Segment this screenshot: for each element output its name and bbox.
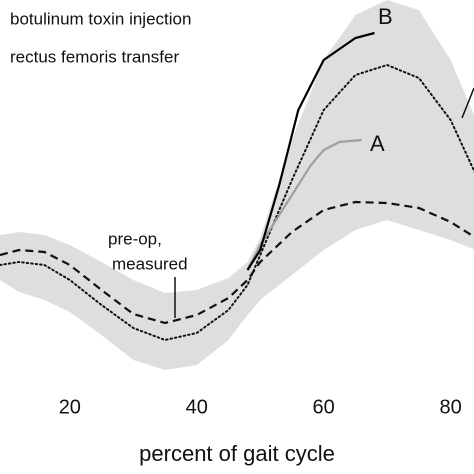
series-label: B: [378, 4, 393, 29]
band: [0, 0, 474, 370]
line: [0, 200, 474, 325]
series-label: A: [370, 131, 385, 156]
annotation: rectus femoris transfer: [10, 47, 179, 66]
x-tick-label: 60: [313, 396, 335, 418]
x-tick-label: 20: [59, 396, 81, 418]
line: [246, 31, 375, 271]
annotation: measured: [112, 254, 188, 273]
x-tick-label: 40: [186, 396, 208, 418]
line: [246, 138, 362, 271]
leader-line: [461, 87, 474, 119]
x-axis-label: percent of gait cycle: [139, 441, 335, 466]
plot: [0, 0, 474, 370]
x-tick-label: 80: [439, 396, 461, 418]
line: [0, 63, 474, 342]
annotation: botulinum toxin injection: [10, 9, 191, 28]
annotation: pre-op,: [108, 229, 162, 248]
